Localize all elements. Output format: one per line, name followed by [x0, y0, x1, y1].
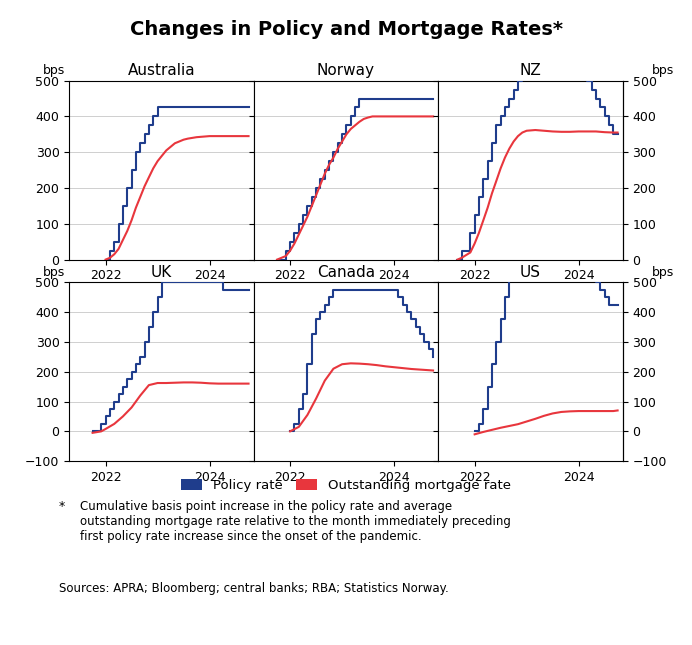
- Text: bps: bps: [44, 64, 66, 77]
- Title: Australia: Australia: [127, 63, 195, 78]
- Title: Canada: Canada: [317, 264, 375, 280]
- Title: Norway: Norway: [317, 63, 375, 78]
- Text: *: *: [59, 500, 65, 513]
- Text: Sources: APRA; Bloomberg; central banks; RBA; Statistics Norway.: Sources: APRA; Bloomberg; central banks;…: [59, 582, 448, 595]
- Title: UK: UK: [151, 264, 172, 280]
- Text: bps: bps: [44, 266, 66, 279]
- Text: bps: bps: [653, 64, 675, 77]
- Text: Cumulative basis point increase in the policy rate and average
outstanding mortg: Cumulative basis point increase in the p…: [80, 500, 511, 543]
- Legend: Policy rate, Outstanding mortgage rate: Policy rate, Outstanding mortgage rate: [181, 479, 511, 491]
- Title: US: US: [520, 264, 541, 280]
- Title: NZ: NZ: [520, 63, 541, 78]
- Text: bps: bps: [653, 266, 675, 279]
- Text: Changes in Policy and Mortgage Rates*: Changes in Policy and Mortgage Rates*: [129, 19, 563, 39]
